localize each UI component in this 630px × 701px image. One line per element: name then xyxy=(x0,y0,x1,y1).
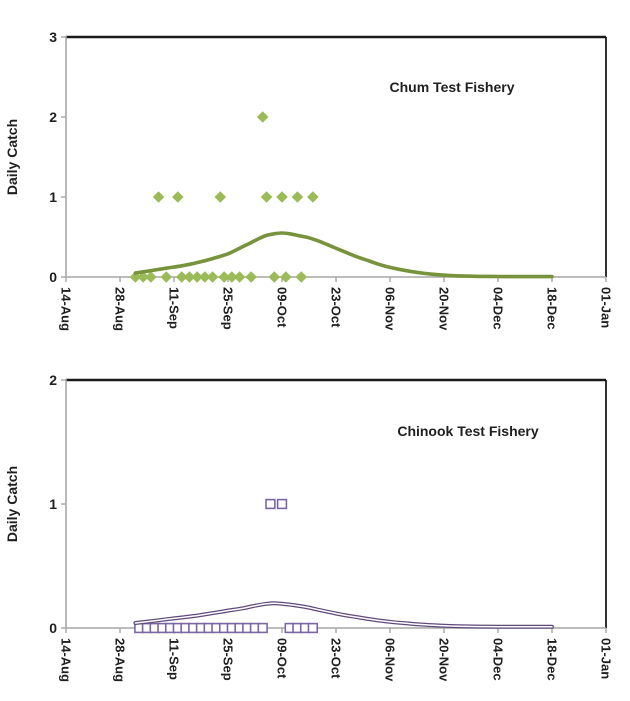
x-tick-label: 28-Aug xyxy=(113,287,128,331)
data-point-marker xyxy=(280,271,292,283)
data-point-marker xyxy=(265,498,276,510)
x-tick-label: 04-Dec xyxy=(491,638,506,681)
trend-curve xyxy=(133,601,554,629)
x-tick-label: 14-Aug xyxy=(59,638,74,682)
chum-chart: 0 1 2 3 14-Aug 28-Aug 11-Sep 25-Sep 09-Oct 23-Oct… xyxy=(4,29,614,331)
y-tick-label: 0 xyxy=(49,269,57,285)
x-axis: 14-Aug 28-Aug 11-Sep 25-Sep 09-Oct 23-Oct 06-N… xyxy=(59,276,614,331)
y-tick-label: 3 xyxy=(49,29,57,45)
data-point-marker xyxy=(307,622,319,634)
data-point-marker xyxy=(218,271,230,283)
data-point-marker xyxy=(145,271,157,283)
x-tick-label: 04-Dec xyxy=(491,287,506,330)
trend-curve xyxy=(133,231,554,279)
data-point-marker xyxy=(257,622,268,634)
y-tick-label: 0 xyxy=(49,620,57,636)
x-tick-label: 14-Aug xyxy=(59,287,74,331)
y-tick-label: 2 xyxy=(49,372,57,388)
x-tick-label: 01-Jan xyxy=(599,638,614,679)
data-point-marker xyxy=(160,271,173,283)
x-tick-label: 23-Oct xyxy=(329,638,344,679)
data-point-marker xyxy=(260,191,273,203)
trend-curve-highlight xyxy=(134,602,553,628)
y-tick-label: 1 xyxy=(49,496,57,512)
x-tick-label: 18-Dec xyxy=(545,287,560,330)
data-point-marker xyxy=(191,271,203,283)
data-point-marker xyxy=(199,271,211,283)
data-point-marker xyxy=(129,271,142,283)
x-tick-label: 09-Oct xyxy=(275,638,290,679)
data-point-marker xyxy=(268,271,281,283)
x-tick-label: 18-Dec xyxy=(545,638,560,681)
chinook-chart-figure: 0 1 2 14-Aug 28-Aug 11-Sep 25-Sep 09-Oct 23-Oct 0… xyxy=(0,350,630,701)
x-tick-label: 01-Jan xyxy=(599,287,614,328)
chart-title: Chum Test Fishery xyxy=(390,79,515,95)
x-tick-label: 06-Nov xyxy=(383,287,398,331)
x-tick-label: 09-Oct xyxy=(275,287,290,328)
x-tick-label: 06-Nov xyxy=(383,638,398,682)
y-axis-title: Daily Catch xyxy=(4,466,20,542)
data-point-marker xyxy=(276,498,288,510)
chum-chart-figure: 0 1 2 3 14-Aug 28-Aug 11-Sep 25-Sep 09-Oct 23-Oct… xyxy=(0,0,630,350)
data-point-marker xyxy=(183,271,196,283)
x-tick-label: 23-Oct xyxy=(329,287,344,328)
data-point-marker xyxy=(214,191,227,203)
data-points xyxy=(129,111,319,283)
x-tick-label: 20-Nov xyxy=(437,287,452,331)
y-tick-label: 1 xyxy=(49,189,57,205)
x-tick-label: 25-Sep xyxy=(221,638,236,681)
data-point-marker xyxy=(256,111,269,123)
data-point-marker xyxy=(295,271,308,283)
plot-border xyxy=(66,378,607,628)
x-axis: 14-Aug 28-Aug 11-Sep 25-Sep 09-Oct 23-Oct 06-N… xyxy=(59,627,614,682)
x-tick-label: 20-Nov xyxy=(437,638,452,682)
data-point-marker xyxy=(206,271,219,283)
data-point-marker xyxy=(245,271,257,283)
trend-curve-line xyxy=(133,231,554,279)
x-tick-label: 11-Sep xyxy=(167,287,182,329)
data-point-marker xyxy=(233,271,246,283)
x-tick-label: 25-Sep xyxy=(221,287,236,330)
chart-title: Chinook Test Fishery xyxy=(397,423,539,439)
data-points xyxy=(134,498,319,634)
data-point-marker xyxy=(137,271,149,283)
data-point-marker xyxy=(291,191,304,203)
chinook-chart: 0 1 2 14-Aug 28-Aug 11-Sep 25-Sep 09-Oct 23-Oct 0… xyxy=(4,372,614,682)
y-axis: 0 1 2 xyxy=(49,372,67,636)
y-axis-title: Daily Catch xyxy=(4,119,20,195)
data-point-marker xyxy=(226,271,238,283)
data-point-marker xyxy=(307,191,319,203)
data-point-marker xyxy=(276,191,288,203)
plot-border xyxy=(66,35,607,277)
y-tick-label: 2 xyxy=(49,109,57,125)
data-point-marker xyxy=(172,191,184,203)
data-point-marker xyxy=(152,191,165,203)
data-point-marker xyxy=(175,271,188,283)
y-axis: 0 1 2 3 xyxy=(49,29,67,285)
x-tick-label: 11-Sep xyxy=(167,638,182,680)
x-tick-label: 28-Aug xyxy=(113,638,128,682)
